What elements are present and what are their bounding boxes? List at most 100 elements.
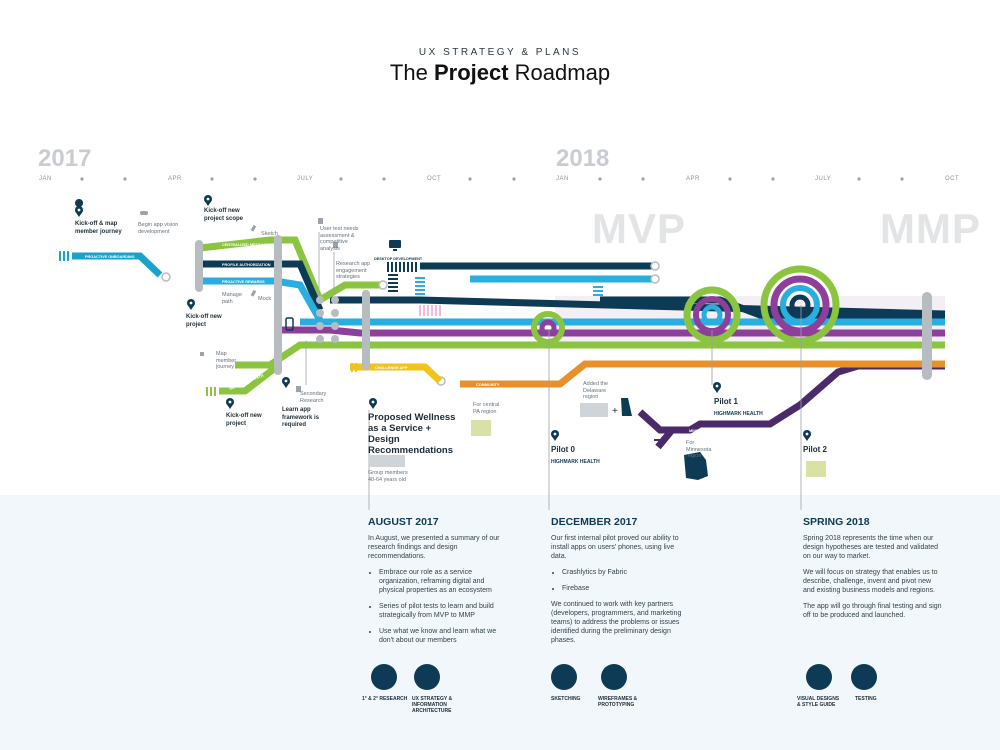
note-user-test: User test needs assessment & competitive…	[320, 226, 359, 252]
phase-mvp: MVP	[592, 205, 687, 252]
note-research-app: Research app engagement strategies	[336, 261, 371, 280]
page-title: The Project Roadmap	[389, 60, 611, 85]
bullet: Use what we know and learn what we don't…	[379, 627, 508, 645]
pilot-0-label: Pilot 0	[551, 445, 576, 454]
icon-caption: VISUAL DESIGNS & STYLE GUIDE	[797, 696, 840, 708]
brand-logo: HIGHMARK HEALTH	[551, 459, 600, 465]
line-label: PROACTIVE REWARDS	[222, 280, 265, 284]
mobile-icon	[285, 317, 294, 331]
line-dark-purple	[637, 362, 945, 434]
desktop-dashes	[387, 262, 417, 272]
desktop-icon	[389, 240, 401, 251]
milestone-kickoff-project-2: Kick-off new project	[226, 413, 262, 427]
map-pilot2	[806, 461, 826, 477]
visual-design-icon	[806, 664, 832, 690]
icon-caption: TESTING	[855, 696, 877, 702]
pilot-1-label: Pilot 1	[714, 397, 739, 406]
icon-caption: SKETCHING	[551, 696, 581, 702]
month-label: OCT	[427, 176, 442, 182]
spiral-pilot2	[760, 265, 840, 345]
month-label: APR	[686, 176, 700, 182]
bullet: Embrace our role as a service organizati…	[379, 568, 508, 595]
section-spring-title: SPRING 2018	[803, 516, 870, 528]
line-label: CHALLENGE APP	[375, 366, 408, 370]
line-label: CENTRALIZED MESSAGING	[222, 243, 273, 247]
bullet: Firebase	[562, 584, 691, 593]
line-label: MINNESOTA	[689, 429, 712, 433]
milestone-kickoff-project: Kick-off new project	[186, 314, 222, 328]
sketching-icon	[551, 664, 577, 690]
map-delaware	[580, 403, 608, 417]
svg-text:+: +	[612, 406, 618, 417]
note-map-journey: Map member journey	[216, 351, 237, 370]
gray-bar	[362, 290, 370, 370]
brand-logo: HIGHMARK HEALTH	[714, 411, 763, 417]
page-eyebrow: UX STRATEGY & PLANS	[418, 47, 582, 58]
line-onboarding	[72, 252, 163, 278]
month-label: APR	[168, 176, 182, 182]
line-navy	[330, 296, 946, 318]
milestone-kickoff-map: Kick-off & map member journey	[75, 221, 122, 235]
leader-lines	[305, 232, 802, 510]
line-label: MOBILE APP	[287, 338, 311, 342]
line-label: DESKTOP DEVELOPMENT	[374, 257, 423, 261]
note-group-members: Group members 40-64 years old	[368, 470, 408, 483]
note-manage: Manage path	[222, 292, 242, 305]
section-december-body: Our first internal pilot proved our abil…	[551, 534, 691, 652]
delaware-shape	[621, 398, 632, 416]
research-icon	[371, 664, 397, 690]
line-label: COMMUNITY	[476, 383, 500, 387]
month-label: JULY	[297, 176, 314, 182]
gray-bar	[195, 240, 203, 292]
note-minnesota: For Minnesota region	[686, 440, 712, 459]
note-mock: Mock	[258, 296, 272, 302]
icon-caption: WIREFRAMES & PROTOTYPING	[598, 696, 638, 708]
note-begin-app: Begin app vision development	[138, 222, 179, 235]
section-december-title: DECEMBER 2017	[551, 516, 638, 528]
note-delaware: Added the Delaware region	[583, 381, 609, 400]
spiral-pilot0	[531, 311, 565, 345]
section-august-title: AUGUST 2017	[368, 516, 439, 528]
bullet: Crashlytics by Fabric	[562, 568, 691, 577]
note-secondary: Secondary Research	[300, 391, 327, 404]
icon-caption: 1° & 2° RESEARCH	[362, 696, 408, 702]
milestone-proposed: Proposed Wellness as a Service + Design …	[368, 412, 456, 456]
line-challenge	[350, 363, 443, 384]
line-label: PROACTIVE ONBOARDING	[85, 255, 135, 259]
junction-dots	[316, 296, 339, 343]
note-icons	[140, 211, 338, 392]
line-green-main	[235, 341, 945, 369]
line-community	[460, 360, 945, 388]
section-august-body: In August, we presented a summary of our…	[368, 534, 508, 652]
year-2017: 2017	[38, 145, 92, 172]
map-pa	[471, 420, 491, 436]
vertical-dashes	[388, 274, 398, 292]
wireframes-icon	[601, 664, 627, 690]
month-label: OCT	[945, 176, 960, 182]
gray-bar	[274, 235, 282, 375]
map-group	[369, 455, 405, 467]
section-spring-body: Spring 2018 represents the time when our…	[803, 535, 942, 619]
ux-strategy-icon	[414, 664, 440, 690]
icon-caption: UX STRATEGY & INFORMATION ARCHITECTURE	[412, 696, 453, 714]
bullet: Series of pilot tests to learn and build…	[379, 602, 508, 620]
month-label: JAN	[39, 176, 52, 182]
map-minnesota	[684, 452, 708, 480]
month-label: JULY	[815, 176, 832, 182]
month-label: JAN	[556, 176, 569, 182]
line-label: PROFILE AUTHORIZATION	[222, 263, 271, 267]
testing-icon	[851, 664, 877, 690]
line-purple-main	[280, 326, 945, 337]
milestone-kickoff-scope: Kick-off new project scope	[204, 208, 244, 222]
details-band	[0, 495, 1000, 750]
month-ticks	[80, 177, 904, 181]
pilot-2-label: Pilot 2	[803, 445, 828, 454]
year-2018: 2018	[556, 145, 610, 172]
note-sketch: Sketch	[261, 231, 278, 237]
milestone-learn-app: Learn app framework is required	[282, 407, 320, 428]
phase-mmp: MMP	[880, 205, 981, 252]
note-central-pa: For central PA region	[473, 402, 500, 415]
onboarding-dashes	[59, 251, 69, 261]
gray-bar	[922, 292, 932, 380]
